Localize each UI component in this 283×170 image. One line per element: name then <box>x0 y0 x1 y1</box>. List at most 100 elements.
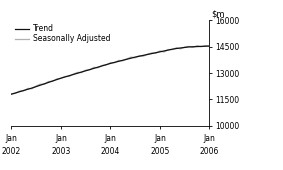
Seasonally Adjusted <box>59 77 63 79</box>
Seasonally Adjusted <box>146 53 149 55</box>
Seasonally Adjusted <box>134 57 137 59</box>
Seasonally Adjusted <box>67 75 71 78</box>
Text: 2003: 2003 <box>51 147 70 156</box>
Seasonally Adjusted <box>14 92 17 95</box>
Trend <box>183 46 186 48</box>
Trend <box>158 51 162 53</box>
Seasonally Adjusted <box>109 62 112 64</box>
Seasonally Adjusted <box>117 59 120 62</box>
Trend <box>179 47 182 49</box>
Trend <box>142 54 145 56</box>
Trend <box>51 80 54 82</box>
Trend <box>80 71 83 73</box>
Trend <box>67 75 71 77</box>
Trend <box>38 84 42 86</box>
Text: Jan: Jan <box>55 134 67 143</box>
Trend <box>63 76 67 78</box>
Trend <box>26 88 29 90</box>
Seasonally Adjusted <box>187 45 190 47</box>
Trend <box>121 59 125 61</box>
Legend: Trend, Seasonally Adjusted: Trend, Seasonally Adjusted <box>15 24 110 43</box>
Seasonally Adjusted <box>34 85 38 87</box>
Trend <box>134 56 137 58</box>
Seasonally Adjusted <box>125 58 128 60</box>
Seasonally Adjusted <box>208 45 211 47</box>
Trend <box>208 45 211 47</box>
Seasonally Adjusted <box>183 46 186 48</box>
Seasonally Adjusted <box>175 47 178 49</box>
Trend <box>129 57 133 59</box>
Seasonally Adjusted <box>80 72 83 74</box>
Seasonally Adjusted <box>113 62 116 64</box>
Seasonally Adjusted <box>129 56 133 58</box>
Seasonally Adjusted <box>195 45 199 47</box>
Seasonally Adjusted <box>142 55 145 57</box>
Trend <box>22 89 25 91</box>
Seasonally Adjusted <box>191 46 195 48</box>
Trend <box>96 66 100 68</box>
Trend <box>34 86 38 88</box>
Seasonally Adjusted <box>30 88 34 90</box>
Trend <box>84 70 87 72</box>
Seasonally Adjusted <box>92 66 96 68</box>
Text: 2004: 2004 <box>101 147 120 156</box>
Seasonally Adjusted <box>150 52 153 54</box>
Seasonally Adjusted <box>154 52 157 54</box>
Trend <box>47 81 50 83</box>
Seasonally Adjusted <box>121 60 125 62</box>
Seasonally Adjusted <box>96 67 100 69</box>
Seasonally Adjusted <box>84 69 87 71</box>
Trend <box>72 73 75 75</box>
Trend <box>203 45 207 47</box>
Trend <box>171 48 174 50</box>
Seasonally Adjusted <box>22 90 25 92</box>
Trend <box>76 72 79 74</box>
Text: 2002: 2002 <box>2 147 21 156</box>
Seasonally Adjusted <box>10 93 13 95</box>
Trend <box>18 91 21 93</box>
Seasonally Adjusted <box>43 83 46 85</box>
Trend <box>138 55 141 57</box>
Trend <box>154 52 157 54</box>
Text: Jan: Jan <box>104 134 116 143</box>
Seasonally Adjusted <box>162 51 166 53</box>
Text: $m: $m <box>211 9 225 18</box>
Seasonally Adjusted <box>100 64 104 66</box>
Seasonally Adjusted <box>76 71 79 73</box>
Trend <box>59 77 63 79</box>
Text: 2006: 2006 <box>200 147 219 156</box>
Trend <box>10 93 13 95</box>
Line: Trend: Trend <box>11 46 209 94</box>
Seasonally Adjusted <box>55 78 58 80</box>
Seasonally Adjusted <box>203 45 207 47</box>
Trend <box>100 65 104 67</box>
Seasonally Adjusted <box>26 87 29 89</box>
Seasonally Adjusted <box>104 64 108 66</box>
Text: Jan: Jan <box>5 134 17 143</box>
Trend <box>162 50 166 52</box>
Seasonally Adjusted <box>179 48 182 50</box>
Trend <box>104 64 108 66</box>
Text: Jan: Jan <box>203 134 215 143</box>
Seasonally Adjusted <box>88 69 91 71</box>
Seasonally Adjusted <box>171 49 174 51</box>
Trend <box>146 53 149 55</box>
Trend <box>88 69 91 71</box>
Seasonally Adjusted <box>38 83 42 85</box>
Seasonally Adjusted <box>166 49 170 51</box>
Trend <box>200 45 203 47</box>
Trend <box>166 49 170 51</box>
Trend <box>117 60 120 62</box>
Seasonally Adjusted <box>63 75 67 78</box>
Seasonally Adjusted <box>18 90 21 92</box>
Seasonally Adjusted <box>47 81 50 83</box>
Trend <box>113 61 116 63</box>
Line: Seasonally Adjusted: Seasonally Adjusted <box>11 46 209 94</box>
Trend <box>14 92 17 94</box>
Trend <box>187 46 190 48</box>
Text: 2005: 2005 <box>150 147 170 156</box>
Text: Jan: Jan <box>154 134 166 143</box>
Seasonally Adjusted <box>158 50 162 52</box>
Trend <box>191 46 195 48</box>
Trend <box>92 67 96 69</box>
